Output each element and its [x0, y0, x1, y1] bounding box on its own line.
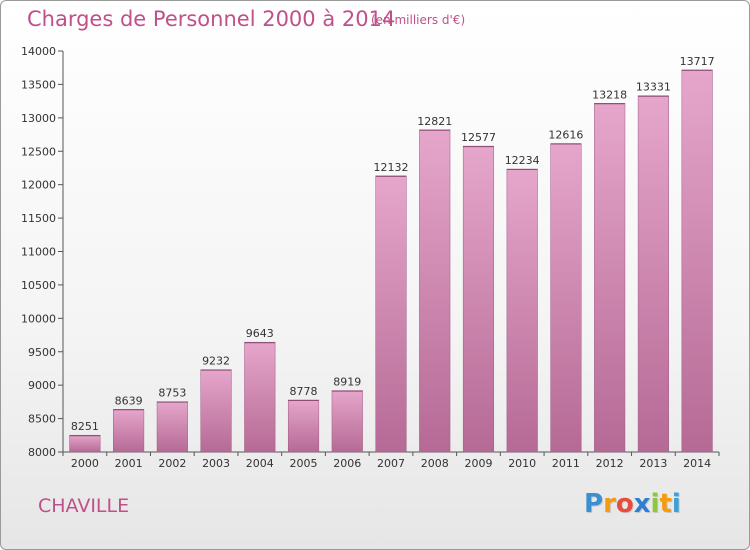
- y-tick-label: 8500: [28, 413, 56, 426]
- bar-value-label: 8919: [333, 376, 361, 389]
- x-tick-label: 2000: [71, 457, 99, 470]
- x-tick-label: 2010: [508, 457, 536, 470]
- bar-value-label: 12577: [461, 131, 496, 144]
- bar-value-label: 12234: [505, 154, 540, 167]
- bar: [156, 401, 188, 453]
- bar: [419, 129, 451, 453]
- y-tick-label: 9500: [28, 346, 56, 359]
- bar: [113, 409, 145, 453]
- bar: [375, 175, 407, 453]
- x-tick-label: 2013: [639, 457, 667, 470]
- logo-letter: r: [603, 489, 616, 519]
- y-tick-label: 8000: [28, 446, 56, 459]
- bar: [200, 369, 232, 453]
- logo-letter: x: [633, 489, 651, 519]
- bar-value-label: 8639: [115, 394, 143, 407]
- y-tick-label: 13000: [21, 112, 56, 125]
- x-tick-label: 2011: [552, 457, 580, 470]
- x-tick-label: 2008: [421, 457, 449, 470]
- y-tick-label: 10500: [21, 279, 56, 292]
- bar-value-label: 8251: [71, 420, 99, 433]
- bar: [331, 390, 363, 453]
- y-tick-label: 11500: [21, 212, 56, 225]
- x-tick-label: 2005: [290, 457, 318, 470]
- x-tick-label: 2003: [202, 457, 230, 470]
- bar: [594, 103, 626, 453]
- y-tick-label: 11000: [21, 246, 56, 259]
- bar: [681, 69, 713, 453]
- x-tick-label: 2006: [333, 457, 361, 470]
- bar: [69, 434, 101, 453]
- chart-title: Charges de Personnel 2000 à 2014: [27, 7, 396, 31]
- y-tick-label: 9000: [28, 379, 56, 392]
- bar-value-label: 13717: [680, 55, 715, 68]
- logo-letter: i: [650, 489, 660, 519]
- y-tick-label: 10000: [21, 312, 56, 325]
- logo-letter: o: [615, 489, 634, 519]
- bar-value-label: 12132: [374, 161, 409, 174]
- x-tick-label: 2009: [464, 457, 492, 470]
- x-tick-label: 2007: [377, 457, 405, 470]
- x-tick-label: 2014: [683, 457, 711, 470]
- bar: [287, 399, 320, 453]
- bar-value-label: 8778: [290, 385, 318, 398]
- x-tick-label: 2012: [596, 457, 624, 470]
- bar-value-label: 9232: [202, 355, 230, 368]
- chart-subtitle: (en milliers d'€): [371, 13, 466, 27]
- logo-letter: P: [584, 489, 604, 519]
- bar-value-label: 8753: [158, 387, 186, 400]
- x-tick-label: 2002: [158, 457, 186, 470]
- bar-value-label: 9643: [246, 327, 274, 340]
- bar-value-label: 12821: [417, 115, 452, 128]
- y-tick-label: 12500: [21, 145, 56, 158]
- city-name: CHAVILLE: [38, 495, 130, 517]
- bar: [462, 145, 495, 453]
- y-tick-label: 12000: [21, 179, 56, 192]
- bar: [637, 95, 669, 453]
- x-tick-label: 2001: [115, 457, 143, 470]
- x-tick-label: 2004: [246, 457, 274, 470]
- bar-value-label: 13331: [636, 81, 671, 94]
- y-tick-label: 13500: [21, 78, 56, 91]
- bar: [550, 143, 582, 453]
- bar-value-label: 12616: [548, 128, 583, 141]
- y-tick-label: 14000: [21, 45, 56, 58]
- proxiti-logo: Proxiti: [584, 489, 681, 519]
- bar: [244, 341, 276, 453]
- logo-letter: i: [671, 489, 681, 519]
- bar-value-label: 13218: [592, 88, 627, 101]
- logo-letter: t: [659, 489, 672, 519]
- bar: [506, 168, 538, 453]
